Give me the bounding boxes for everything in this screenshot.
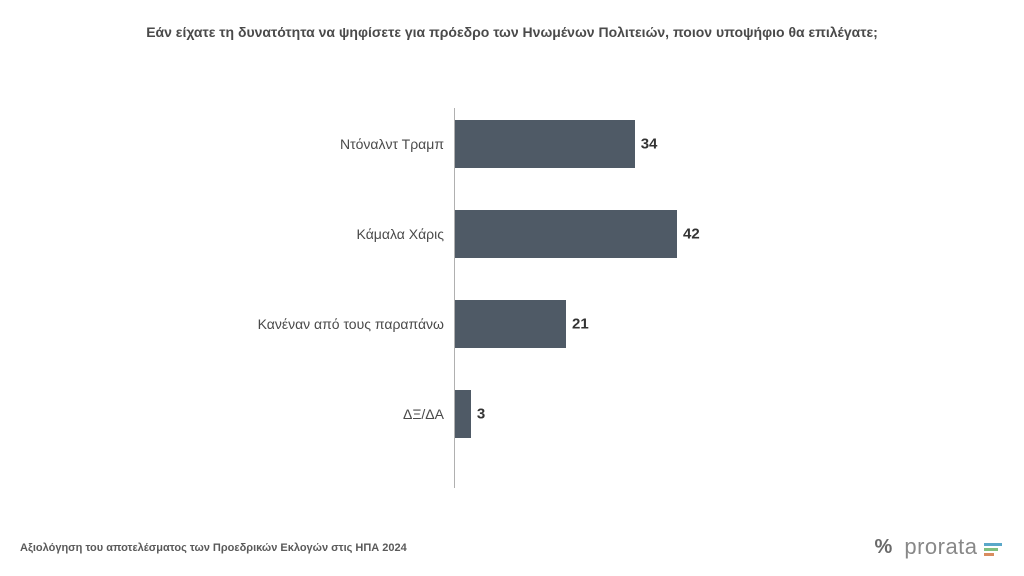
chart-area: Ντόναλντ Τραμπ 34 Κάμαλα Χάρις 42 Κανέναν απ…: [0, 108, 1024, 488]
value-label: 21: [572, 316, 589, 333]
chart-row: Κανέναν από τους παραπάνω 21: [0, 300, 1024, 348]
chart-row: ΔΞ/ΔΑ 3: [0, 390, 1024, 438]
category-label: Κάμαλα Χάρις: [64, 226, 444, 242]
value-label: 34: [641, 136, 658, 153]
percent-icon: %: [875, 536, 893, 559]
category-label: ΔΞ/ΔΑ: [64, 406, 444, 422]
category-label: Κανέναν από τους παραπάνω: [64, 316, 444, 332]
chart-title: Εάν είχατε τη δυνατότητα να ψηφίσετε για…: [58, 24, 966, 40]
logo-text: prorata: [904, 534, 977, 559]
value-label: 3: [477, 406, 485, 423]
chart-row: Ντόναλντ Τραμπ 34: [0, 120, 1024, 168]
category-label: Ντόναλντ Τραμπ: [64, 136, 444, 152]
chart-row: Κάμαλα Χάρις 42: [0, 210, 1024, 258]
logo-area: % prorata: [875, 534, 1002, 560]
value-label: 42: [683, 226, 700, 243]
logo-bars-icon: [984, 543, 1002, 556]
bar: [455, 210, 677, 258]
bar: [455, 390, 471, 438]
logo: prorata: [904, 534, 1002, 560]
bar: [455, 300, 566, 348]
footer-caption: Αξιολόγηση του αποτελέσματος των Προεδρι…: [20, 542, 407, 554]
bar: [455, 120, 635, 168]
